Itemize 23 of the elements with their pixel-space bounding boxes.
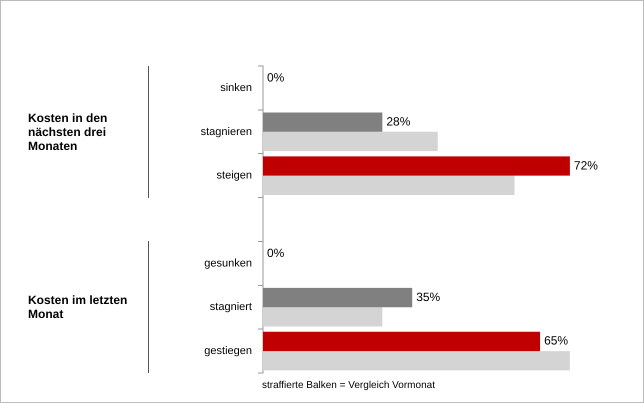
data-label: 0%	[267, 70, 285, 85]
y-tick-label: stagnieren	[200, 126, 252, 138]
data-label: 28%	[386, 114, 411, 128]
data-label: 65%	[544, 334, 568, 348]
bar	[263, 307, 382, 327]
bar	[263, 351, 570, 370]
text: Kosten im letzten Monat	[28, 293, 128, 322]
bar	[263, 156, 570, 176]
bar	[263, 132, 438, 152]
bar	[263, 288, 412, 308]
y-tick-label: gestiegen	[204, 345, 252, 358]
y-tick-label: steigen	[216, 170, 252, 182]
data-label: 35%	[416, 290, 441, 304]
y-tick-label: stagniert	[210, 301, 252, 314]
data-label: 72%	[574, 158, 598, 172]
y-tick-label: gesunken	[204, 257, 252, 270]
bar	[263, 176, 514, 195]
bar	[263, 332, 540, 352]
text: straffierte Balken = Vergleich Vormonat	[262, 380, 435, 391]
data-label: 0%	[267, 246, 285, 260]
bar	[263, 112, 382, 132]
y-tick-label: sinken	[220, 82, 252, 94]
text: Kosten in den nächsten drei Monaten	[28, 110, 108, 153]
